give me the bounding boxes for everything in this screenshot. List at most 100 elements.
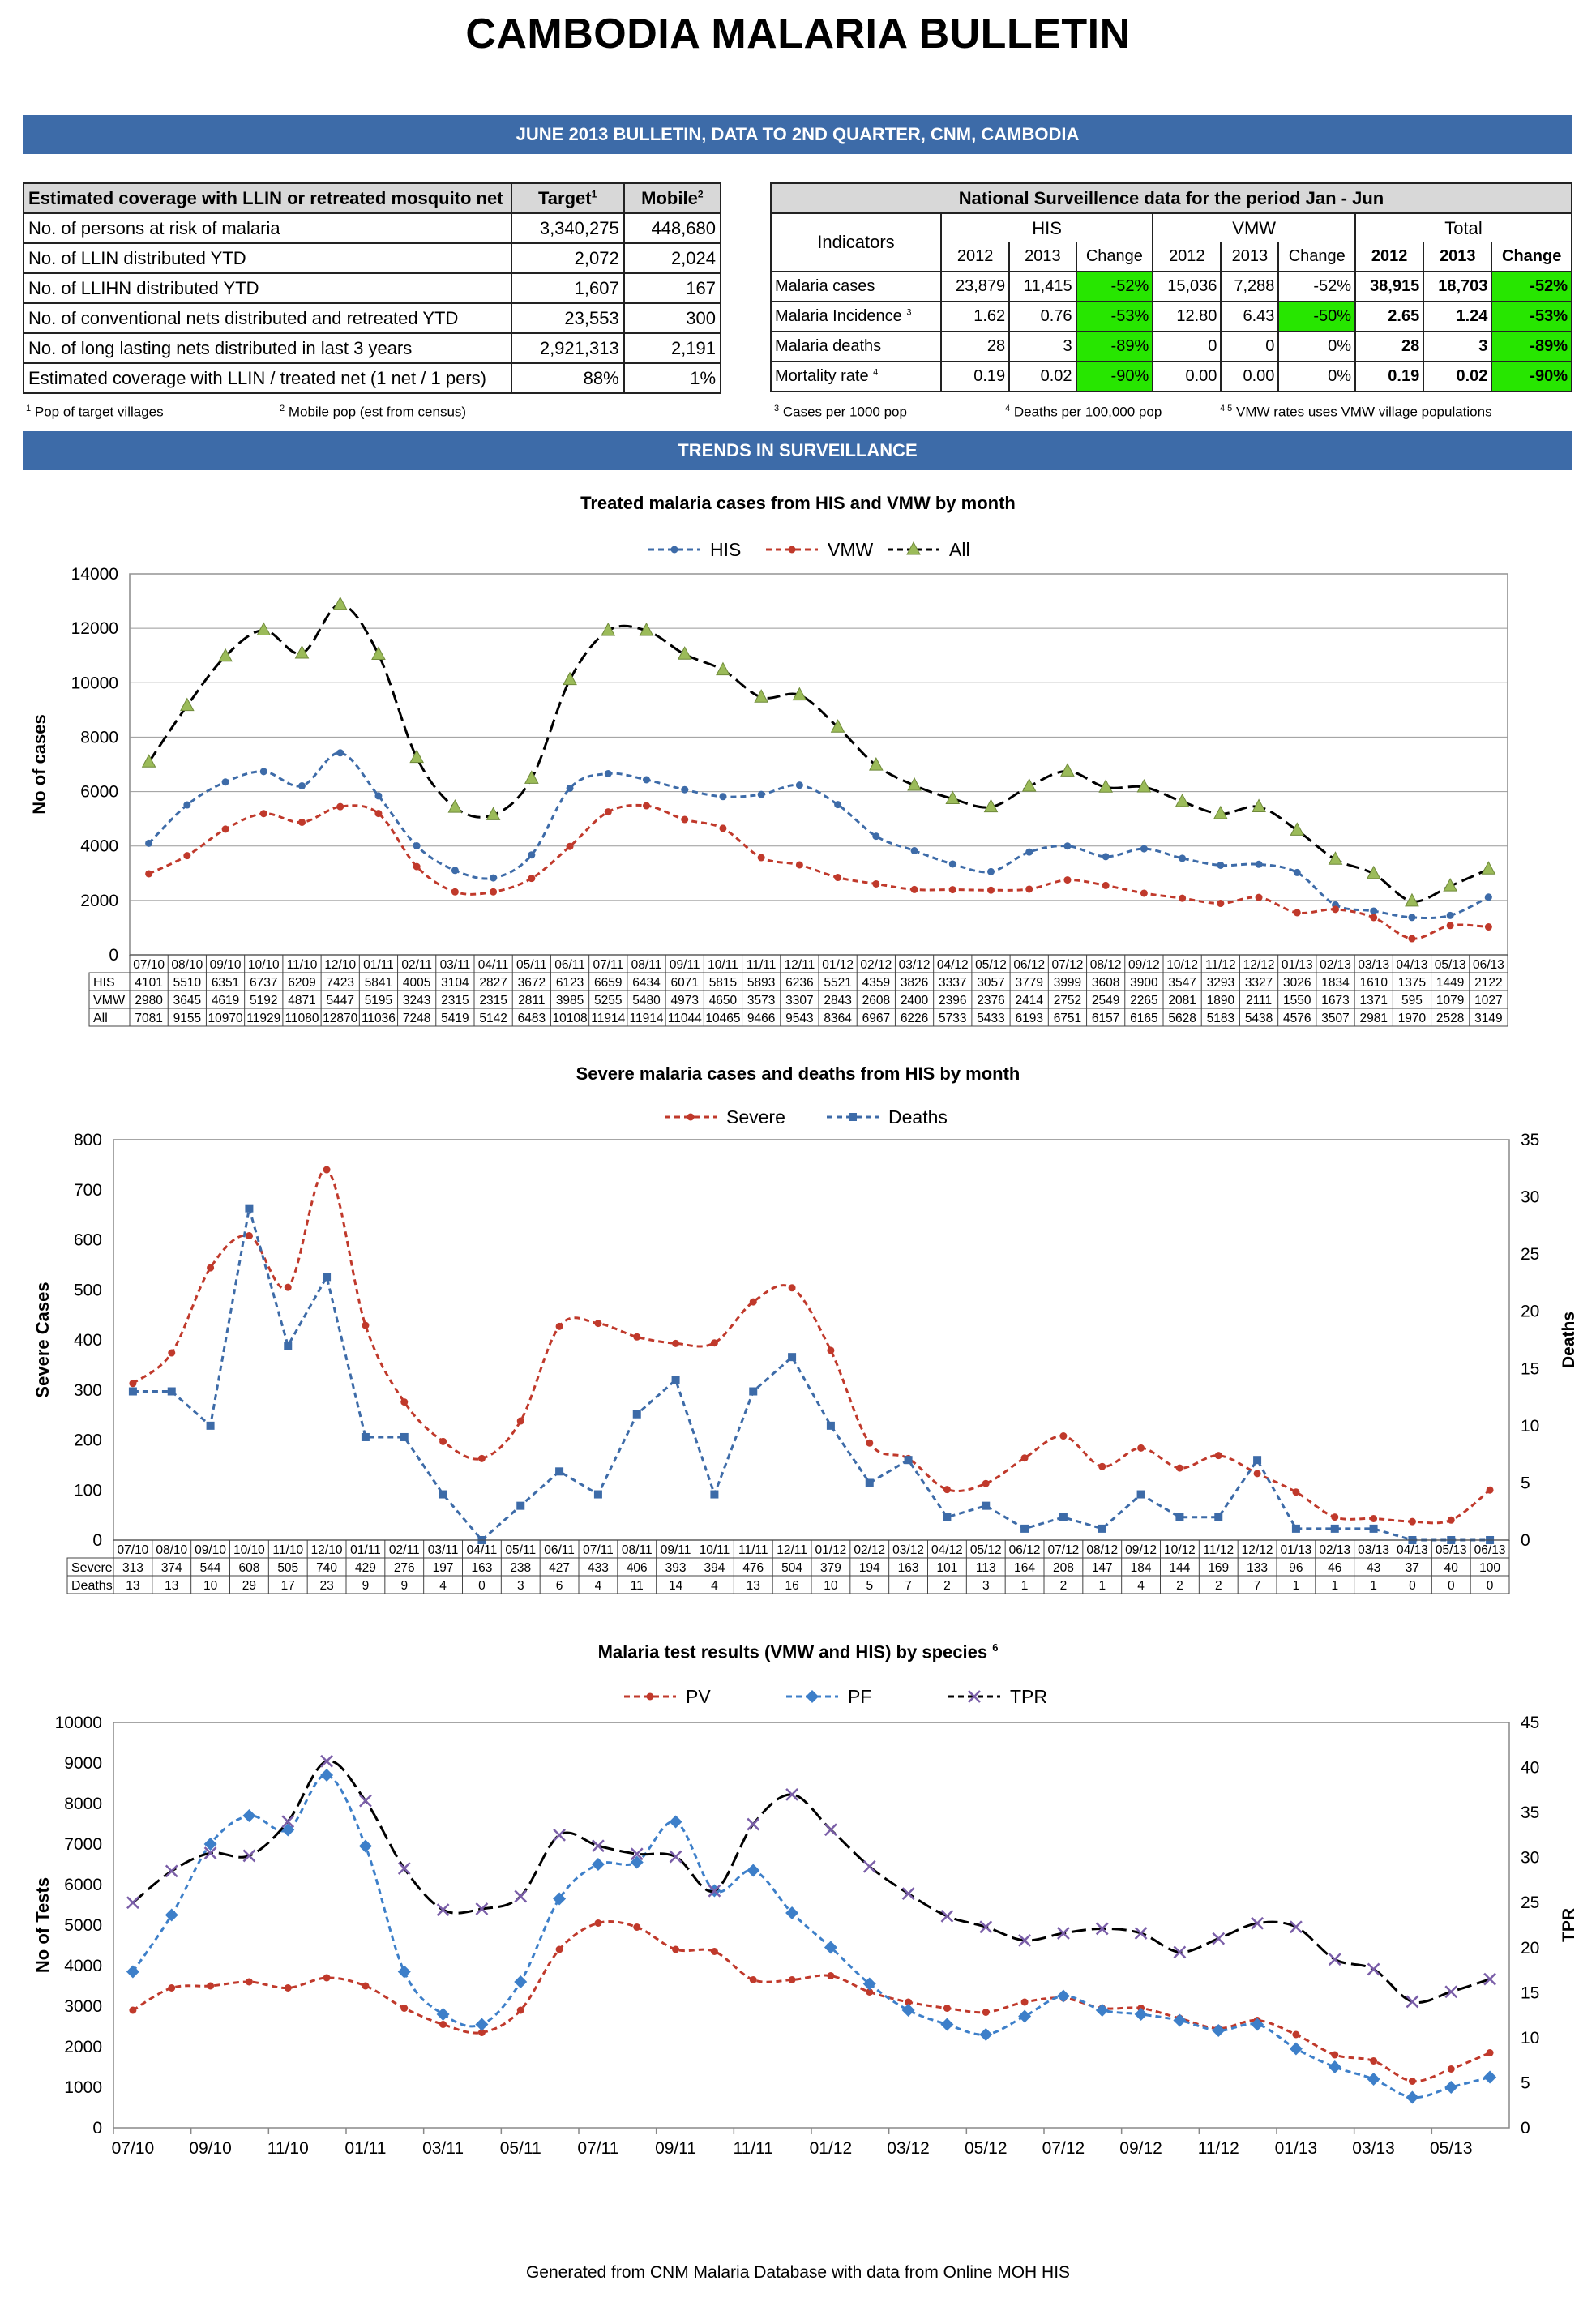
footnote-3-text: Cases per 1000 pop (782, 404, 907, 420)
data-point-all (869, 757, 884, 771)
footnote-3: 3 Cases per 1000 pop (774, 404, 907, 421)
bulletin-banner: JUNE 2013 BULLETIN, DATA TO 2ND QUARTER,… (23, 115, 1572, 154)
footer: Generated from CNM Malaria Database with… (525, 2263, 1071, 2282)
data-point-deaths (749, 1387, 758, 1396)
data-point-deaths (1098, 1524, 1106, 1533)
group-his: HIS (939, 212, 1154, 242)
data-point-pv (943, 2005, 951, 2012)
y2-tick-label: 25 (1521, 1245, 1539, 1264)
x-tick-label: 02/11 (389, 1543, 420, 1557)
data-table-cell: 3307 (785, 994, 813, 1008)
data-point-his (1446, 911, 1454, 919)
data-point-all (218, 648, 233, 662)
data-table-cell: 100 (1479, 1561, 1500, 1575)
data-point-his (719, 793, 727, 801)
data-table-cell: 10108 (553, 1012, 588, 1025)
table-row: No. of persons at risk of malaria 3,340,2… (23, 212, 722, 244)
data-point-pf (1018, 2009, 1032, 2023)
data-point-vmw (1332, 905, 1339, 914)
data-point-all (945, 790, 961, 805)
legend-label-pf: PF (848, 1686, 871, 1707)
data-table-cell: 1371 (1359, 994, 1387, 1008)
data-point-severe (168, 1349, 176, 1357)
data-table-cell: 2 (1176, 1579, 1183, 1593)
y-tick-label: 10000 (55, 1714, 102, 1732)
subhead-year: 2012 (1152, 242, 1222, 272)
data-table-cell: 2111 (1246, 994, 1272, 1008)
data-point-pf (358, 1839, 372, 1853)
vmw-value: 0 (1152, 331, 1222, 362)
legend-marker-vmw (788, 546, 796, 554)
footnote-1: 1 Pop of target villages (26, 404, 164, 421)
data-point-deaths (1253, 1456, 1262, 1465)
y-tick-label: 0 (92, 1531, 102, 1550)
x-tick-label: 10/10 (248, 958, 280, 972)
plot-area (113, 1139, 1510, 1541)
x-tick-label: 04/12 (931, 1543, 963, 1557)
data-table-cell: 6483 (518, 1012, 546, 1025)
data-point-pf (436, 2008, 450, 2021)
x-tick-label: 08/12 (1090, 958, 1122, 972)
data-table-cell: 1970 (1398, 1012, 1427, 1025)
data-point-deaths (284, 1342, 293, 1350)
surveillance-row-label: Malaria deaths (770, 331, 942, 362)
data-table-cell: 11080 (285, 1012, 319, 1025)
y2-tick-label: 0 (1521, 2119, 1530, 2137)
y-tick-label: 700 (74, 1181, 102, 1200)
data-table-cell: 1 (1021, 1579, 1029, 1593)
chart3-test-results: 0100020003000400050006000700080009000100… (32, 1686, 1578, 2158)
data-point-vmw (336, 802, 344, 811)
data-table-cell: 3826 (901, 976, 928, 990)
coverage-row-target: 2,921,313 (510, 332, 625, 364)
y-tick-label: 2000 (64, 2038, 102, 2056)
data-table-cell: 23 (319, 1579, 333, 1593)
data-table-cell: 5447 (326, 994, 353, 1008)
data-table-cell: 2980 (135, 994, 163, 1008)
his-value: 3 (1008, 331, 1077, 362)
surveillance-row-sup: 3 (906, 307, 912, 318)
chart1-treated-cases: 0 2000 4000 6000 8000 10000 12000 14000 No of ca… (29, 539, 1508, 1027)
data-table-cell: 1079 (1436, 994, 1464, 1008)
y-tick-label: 12000 (71, 619, 118, 638)
data-point-his (1025, 848, 1033, 856)
subhead-year: 2013 (1220, 242, 1280, 272)
data-table-cell: 11 (631, 1579, 644, 1593)
data-table-cell: 393 (665, 1561, 687, 1575)
surveillance-row-label-text: Malaria Incidence (775, 307, 902, 325)
data-table-cell: 6659 (594, 976, 622, 990)
data-table-cell: 2 (1215, 1579, 1222, 1593)
y2-tick-label: 5 (1521, 1474, 1530, 1492)
data-point-tpr (1212, 1932, 1226, 1945)
x-tick-label: 04/11 (467, 1543, 498, 1557)
data-point-deaths (128, 1387, 137, 1396)
data-point-all (983, 798, 999, 813)
data-point-severe (1175, 1464, 1183, 1472)
x-tick-label: 10/12 (1166, 958, 1198, 972)
data-point-pv (439, 2021, 447, 2028)
data-point-all (1405, 892, 1419, 907)
data-table-cell: 6434 (632, 976, 661, 990)
x-tick-label: 04/13 (1397, 1543, 1428, 1557)
data-table-cell: 9 (362, 1579, 370, 1593)
x-tick-label: 01/13 (1282, 958, 1313, 972)
data-table-cell: 2396 (939, 994, 966, 1008)
data-table-cell: 9155 (173, 1012, 201, 1025)
x-tick-label: 04/12 (937, 958, 969, 972)
data-point-vmw (451, 888, 459, 896)
data-point-severe (284, 1283, 292, 1291)
data-point-tpr (708, 1884, 721, 1898)
data-point-pf (669, 1815, 682, 1829)
data-point-deaths (593, 1490, 602, 1499)
x-tick-label: 05/12 (975, 958, 1007, 972)
data-table-cell: 3243 (403, 994, 430, 1008)
data-point-severe (1020, 1454, 1029, 1462)
data-point-severe (400, 1398, 409, 1406)
x-tick-label: 09/12 (1125, 1543, 1157, 1557)
x-tick-label: 03/12 (887, 2139, 930, 2158)
data-table-cell: 8364 (824, 1012, 852, 1025)
data-point-tpr (630, 1847, 644, 1861)
footnote-1-sup: 1 (26, 404, 32, 413)
data-table-cell: 3 (517, 1579, 524, 1593)
data-point-severe (1137, 1444, 1145, 1452)
plot-area (113, 1722, 1510, 2129)
